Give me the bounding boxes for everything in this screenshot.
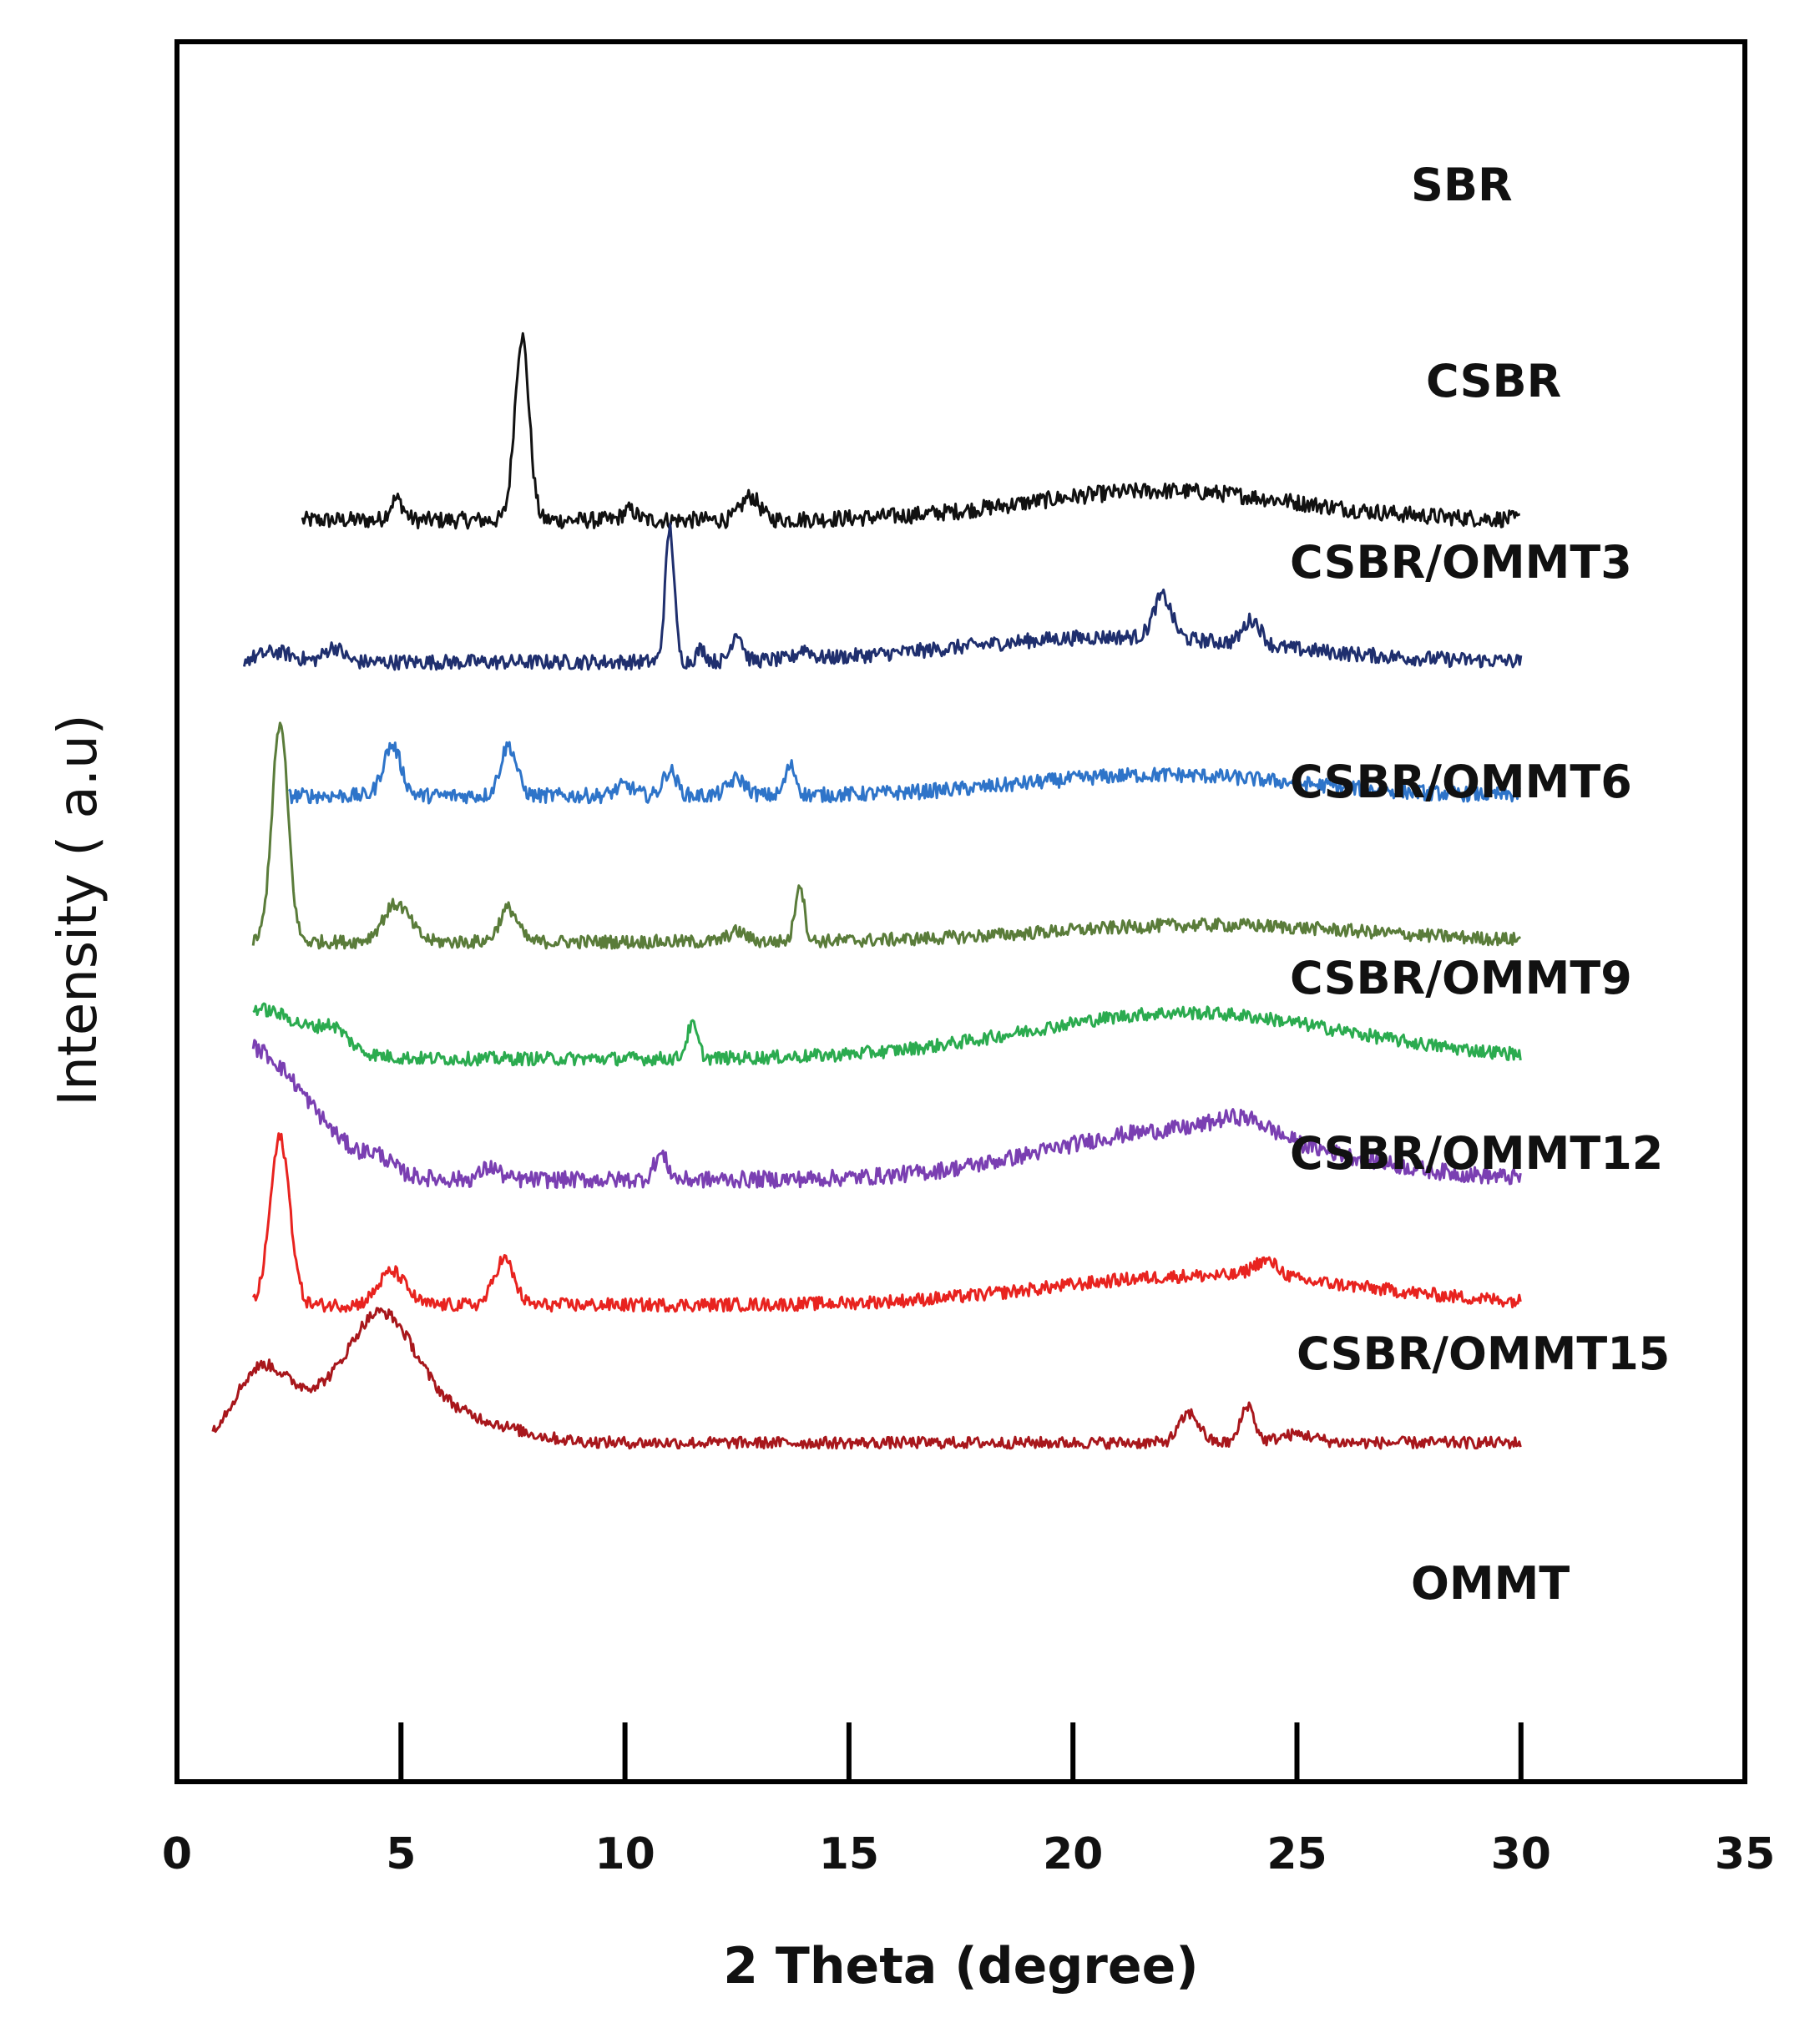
x-tick-label: 10 [594,1829,655,1879]
traces [211,331,1523,1450]
x-tick-label: 30 [1491,1829,1551,1879]
x-tick-label: 35 [1715,1829,1775,1879]
series-line-csbr-ommt6 [251,721,1522,950]
series-label-csbr-ommt6: CSBR/OMMT6 [1290,756,1632,808]
series-label-csbr-ommt3: CSBR/OMMT3 [1290,536,1632,589]
x-ticks: 0 5 10 15 20 25 30 35 [162,1722,1775,1879]
series-line-ommt [211,1307,1522,1450]
plot-frame [174,39,1747,1784]
x-tick-label: 20 [1043,1829,1103,1879]
series-line-csbr-ommt12 [251,1039,1522,1190]
y-axis-title: Intensity ( a.u) [48,714,109,1105]
series-line-csbr-ommt15 [251,1132,1522,1313]
x-axis-title: 2 Theta (degree) [723,1937,1198,1995]
x-tick-label: 5 [386,1829,416,1879]
series-line-csbr-ommt3 [287,741,1521,805]
series-label-csbr-ommt9: CSBR/OMMT9 [1290,952,1632,1004]
series-label-csbr: CSBR [1426,355,1561,407]
series-label-csbr-ommt12: CSBR/OMMT12 [1290,1127,1663,1180]
series-line-sbr [301,331,1520,530]
x-tick-label: 25 [1266,1829,1327,1879]
x-tick-label: 0 [162,1829,192,1879]
series-line-csbr-ommt9 [252,1002,1522,1067]
series-labels: SBR CSBR CSBR/OMMT3 CSBR/OMMT6 CSBR/OMMT9 CSB… [1290,159,1670,1610]
series-line-csbr [243,522,1523,671]
series-label-csbr-ommt15: CSBR/OMMT15 [1297,1328,1670,1380]
x-tick-label: 15 [819,1829,879,1879]
series-label-sbr: SBR [1411,159,1513,211]
series-label-ommt: OMMT [1411,1557,1570,1610]
